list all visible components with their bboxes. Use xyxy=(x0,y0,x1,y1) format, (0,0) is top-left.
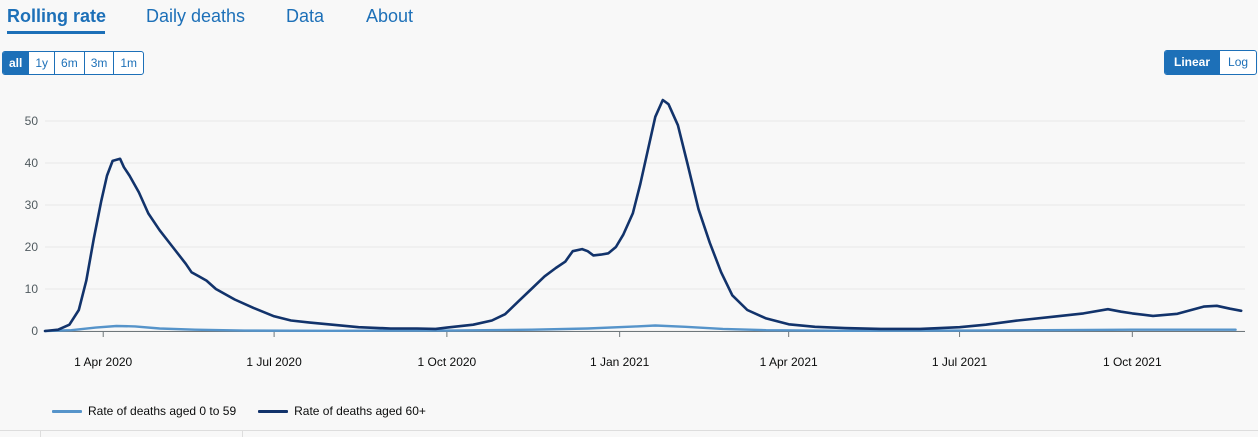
legend-label-old: Rate of deaths aged 60+ xyxy=(294,404,426,418)
bottom-divider-tick xyxy=(242,430,243,437)
x-tick-label: 1 Apr 2021 xyxy=(760,355,818,369)
range-6m-button[interactable]: 6m xyxy=(55,52,85,74)
tab-data[interactable]: Data xyxy=(286,6,325,26)
range-1y-button[interactable]: 1y xyxy=(29,52,56,74)
range-1m-button[interactable]: 1m xyxy=(120,56,138,70)
tab-daily-deaths[interactable]: Daily deaths xyxy=(146,6,246,26)
tab-about[interactable]: About xyxy=(366,6,414,26)
bottom-divider-tick xyxy=(40,430,41,437)
bottom-divider xyxy=(0,430,1258,431)
series-line-aged-60-plus xyxy=(43,98,1243,333)
legend-swatch-old xyxy=(258,409,289,413)
y-tick-label: 10 xyxy=(25,282,39,296)
legend-label-young: Rate of deaths aged 0 to 59 xyxy=(88,404,237,418)
range-3m-button[interactable]: 3m xyxy=(85,52,115,74)
active-tab-underline xyxy=(7,31,105,34)
tab-bar: Rolling rate Daily deaths Data About xyxy=(0,0,1258,36)
y-tick-label: 20 xyxy=(25,240,39,254)
x-tick-label: 1 Jul 2020 xyxy=(246,355,302,369)
series-line-aged-0-59 xyxy=(43,324,1237,333)
chart-legend: Rate of deaths aged 0 to 59 Rate of deat… xyxy=(52,404,448,418)
scale-linear-button[interactable]: Linear xyxy=(1165,51,1221,74)
y-tick-label: 50 xyxy=(25,114,39,128)
scale-log-button[interactable]: Log xyxy=(1228,55,1249,69)
x-tick-label: 1 Jul 2021 xyxy=(932,355,988,369)
legend-swatch-young xyxy=(52,409,82,413)
legend-item-old[interactable]: Rate of deaths aged 60+ xyxy=(258,404,426,418)
y-tick-label: 40 xyxy=(25,156,39,170)
scale-selector: Linear Log xyxy=(1164,50,1258,75)
x-tick-label: 1 Jan 2021 xyxy=(590,355,650,369)
x-tick-label: 1 Oct 2020 xyxy=(418,355,477,369)
legend-item-young[interactable]: Rate of deaths aged 0 to 59 xyxy=(52,404,236,418)
line-chart: 0 10 20 30 40 50 1 Apr 2020 1 Jul 2020 1 Oct 202… xyxy=(25,98,1245,369)
time-range-selector: all 1y 6m 3m 1m xyxy=(2,51,145,75)
y-tick-label: 30 xyxy=(25,198,39,212)
range-all-button[interactable]: all xyxy=(3,52,30,74)
x-tick-label: 1 Oct 2021 xyxy=(1103,355,1162,369)
y-tick-label: 0 xyxy=(31,324,38,338)
x-tick-label: 1 Apr 2020 xyxy=(74,355,132,369)
tab-rolling-rate[interactable]: Rolling rate xyxy=(7,6,107,26)
